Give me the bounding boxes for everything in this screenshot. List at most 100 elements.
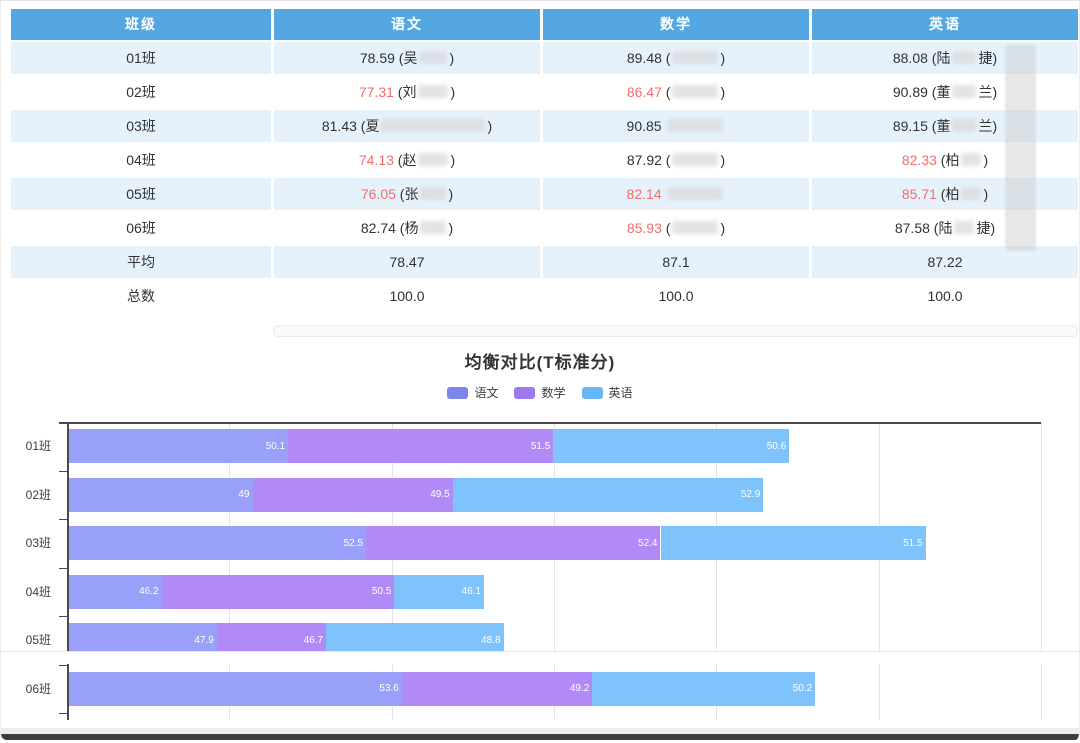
redaction-overlay <box>1005 45 1036 251</box>
class-label-cell: 03班 <box>11 110 271 142</box>
redacted-name-blur <box>420 187 447 201</box>
score-cell: 85.93 () <box>543 212 809 244</box>
bar-value-label: 49.2 <box>569 683 590 695</box>
score-cell: 100.0 <box>543 280 809 312</box>
score-value: 89.15 <box>892 118 928 134</box>
category-label: 02班 <box>25 487 51 502</box>
gridline <box>229 422 231 720</box>
score-value: 85.93 <box>626 220 662 236</box>
bar-segment-英语: 51.5 <box>660 526 926 561</box>
category-label: 01班 <box>25 439 51 454</box>
window-bottom-edge <box>1 734 1079 740</box>
redacted-name-blur <box>954 221 975 235</box>
score-cell: 87.58 (陆 捷) <box>812 212 1078 244</box>
score-value: 82.33 <box>901 152 937 168</box>
redacted-name-blur <box>667 119 724 133</box>
redacted-name-blur <box>419 51 448 65</box>
score-value: 78.47 <box>389 254 425 270</box>
student-name-partial: 吴 <box>403 50 418 66</box>
score-cell: 74.13 (赵) <box>274 144 540 176</box>
plot-top-border <box>59 422 1041 424</box>
bar-value-label: 46.1 <box>461 586 481 598</box>
score-value: 87.92 <box>626 152 662 168</box>
redacted-name-blur <box>961 187 982 201</box>
table-header-subject: 英语 <box>812 9 1078 40</box>
score-cell: 100.0 <box>274 280 540 312</box>
bar-value-label: 51.5 <box>530 440 551 452</box>
redacted-name-blur <box>952 85 977 99</box>
score-value: 82.14 <box>626 186 662 202</box>
score-value: 86.47 <box>626 84 662 100</box>
redacted-name-blur <box>418 153 449 167</box>
score-value: 82.74 <box>360 220 396 236</box>
student-name-partial: 董 <box>936 118 951 134</box>
category-label: 03班 <box>25 536 51 551</box>
redacted-name-blur <box>672 153 719 167</box>
bar-segment-数学: 51.5 <box>288 429 554 464</box>
score-cell: 100.0 <box>812 280 1078 312</box>
redacted-name-blur <box>667 187 724 201</box>
score-value: 77.31 <box>358 84 394 100</box>
score-cell: 89.48 () <box>543 42 809 74</box>
student-name-partial: 夏 <box>365 118 380 134</box>
bar-segment-英语: 46.1 <box>394 574 484 609</box>
score-cell: 89.15 (董 兰) <box>812 110 1078 142</box>
score-value: 100.0 <box>658 288 694 304</box>
class-label-cell: 总数 <box>11 280 271 312</box>
horizontal-scrollbar[interactable] <box>273 325 1078 337</box>
redacted-name-blur <box>672 51 719 65</box>
y-axis-line <box>67 422 69 720</box>
bar-value-label: 50.6 <box>766 440 787 452</box>
student-name-partial: 董 <box>936 84 951 100</box>
balance-bar-chart: 01班 50.1 51.5 50.6 02班 49 49.5 52.9 03班 52.5 52.4 5… <box>1 416 1079 728</box>
student-name-partial: 兰 <box>978 118 993 134</box>
bar-segment-英语: 50.2 <box>592 671 816 706</box>
score-cell: 90.85 <box>543 110 809 142</box>
class-label-cell: 平均 <box>11 246 271 278</box>
bar-segment-语文: 52.5 <box>68 526 367 561</box>
student-name-partial: 柏 <box>945 152 960 168</box>
gridline <box>878 422 880 720</box>
y-axis-tick <box>59 519 67 520</box>
score-cell: 82.14 <box>543 178 809 210</box>
y-axis-tick <box>59 616 67 617</box>
legend-label: 英语 <box>608 386 633 400</box>
score-cell: 87.1 <box>543 246 809 278</box>
class-label-cell: 02班 <box>11 76 271 108</box>
score-cell: 77.31 (刘) <box>274 76 540 108</box>
legend-item-数学[interactable]: 数学 <box>514 384 566 401</box>
legend-swatch <box>447 386 469 399</box>
legend-item-语文[interactable]: 语文 <box>447 384 498 401</box>
class-label-cell: 05班 <box>11 178 271 210</box>
score-value: 85.71 <box>901 186 937 202</box>
gridline <box>716 422 718 720</box>
score-value: 76.05 <box>360 186 396 202</box>
redacted-name-blur <box>381 119 486 133</box>
category-label: 05班 <box>25 633 51 648</box>
y-axis-tick <box>59 422 67 423</box>
score-cell: 81.43 (夏) <box>274 110 540 142</box>
redacted-name-blur <box>672 85 719 99</box>
bar-segment-语文: 46.2 <box>68 574 162 609</box>
bar-value-label: 53.6 <box>379 683 399 695</box>
redacted-name-blur <box>952 51 977 65</box>
y-axis-tick <box>59 470 67 472</box>
redacted-name-blur <box>961 153 982 167</box>
legend-item-英语[interactable]: 英语 <box>581 384 633 401</box>
bar-value-label: 48.8 <box>481 634 501 646</box>
table-header-subject: 数学 <box>543 9 809 40</box>
chart-title: 均衡对比(T标准分) <box>464 353 616 372</box>
student-name-partial: 捷 <box>978 50 993 66</box>
score-cell: 90.89 (董 兰) <box>812 76 1078 108</box>
score-value: 100.0 <box>927 288 963 304</box>
class-label-cell: 06班 <box>11 212 271 244</box>
student-name-partial: 刘 <box>402 84 417 100</box>
score-cell: 85.71 (柏) <box>812 178 1078 210</box>
score-cell: 86.47 () <box>543 76 809 108</box>
student-name-partial: 陆 <box>936 50 951 66</box>
student-name-partial: 赵 <box>402 152 417 168</box>
bar-value-label: 49.5 <box>430 489 450 501</box>
score-value: 90.85 <box>626 118 662 134</box>
y-axis-tick <box>59 664 67 666</box>
